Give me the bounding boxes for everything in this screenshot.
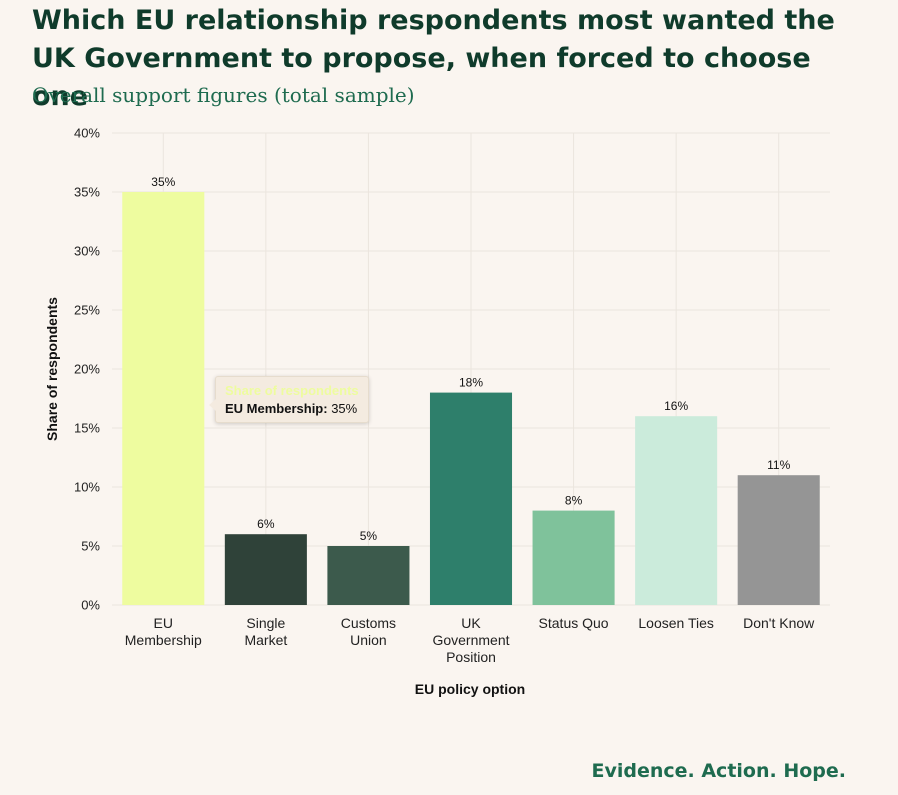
- y-tick-label: 5%: [81, 539, 100, 554]
- bars: [122, 192, 820, 605]
- bar-value-label: 8%: [565, 494, 583, 508]
- x-tick-label: EU Membership: [125, 615, 202, 648]
- y-tick-label: 20%: [74, 362, 100, 377]
- x-tick-label: UK Government Position: [432, 615, 509, 665]
- bar[interactable]: [737, 475, 820, 605]
- footer-tagline: Evidence. Action. Hope.: [591, 760, 846, 782]
- bar[interactable]: [635, 416, 718, 605]
- bar[interactable]: [429, 392, 513, 605]
- tooltip-value: 35%: [331, 401, 358, 416]
- bar-value-label: 6%: [257, 517, 275, 531]
- hover-tooltip: Share of respondents EU Membership: 35%: [209, 376, 369, 423]
- tooltip-category: EU Membership:: [225, 401, 328, 416]
- bar[interactable]: [122, 192, 205, 605]
- y-tick-label: 40%: [74, 126, 100, 141]
- chart-subtitle: Overall support figures (total sample): [32, 83, 415, 107]
- bar[interactable]: [327, 546, 410, 605]
- y-tick-label: 15%: [74, 421, 100, 436]
- bar-value-label: 5%: [360, 529, 378, 543]
- x-axis-ticks: EU Membership Single Market Customs Union UK Go…: [125, 615, 815, 665]
- tooltip-header: Share of respondents: [225, 383, 359, 398]
- bar[interactable]: [224, 534, 307, 605]
- x-tick-label: Customs Union: [341, 615, 396, 648]
- chart-title: Which EU relationship respondents most w…: [32, 5, 835, 112]
- y-axis-ticks: 0% 5% 10% 15% 20% 25% 30% 35% 40%: [74, 126, 100, 613]
- y-tick-label: 35%: [74, 185, 100, 200]
- bar-value-label: 35%: [151, 175, 175, 189]
- x-tick-label: Single Market: [244, 615, 287, 648]
- bar-value-label: 11%: [767, 458, 790, 472]
- bar[interactable]: [532, 510, 615, 605]
- y-tick-label: 0%: [81, 598, 100, 613]
- x-tick-label: Status Quo: [539, 615, 609, 631]
- bar-value-label: 18%: [459, 376, 483, 390]
- y-axis-title: Share of respondents: [44, 297, 60, 441]
- x-tick-label: Don't Know: [743, 615, 815, 631]
- value-labels: 35% 6% 5% 18% 8% 16% 11%: [151, 175, 790, 543]
- x-axis-title: EU policy option: [415, 681, 525, 697]
- y-tick-label: 30%: [74, 244, 100, 259]
- bar-value-label: 16%: [664, 399, 688, 413]
- y-tick-label: 10%: [74, 480, 100, 495]
- x-tick-label: Loosen Ties: [638, 615, 714, 631]
- y-tick-label: 25%: [74, 303, 100, 318]
